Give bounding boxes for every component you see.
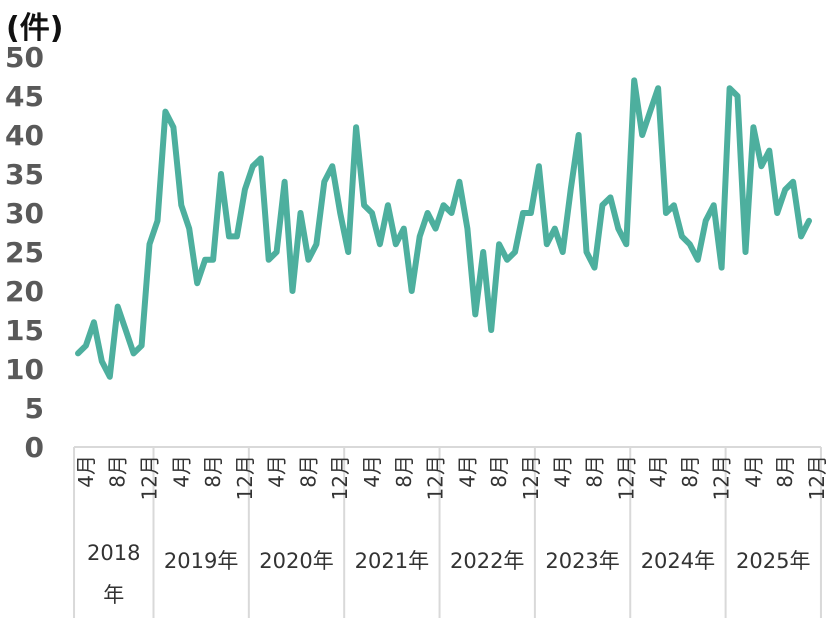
- series-line: [75, 77, 812, 380]
- y-unit-label: (件): [6, 11, 63, 46]
- y-tick-label: 35: [5, 158, 44, 191]
- month-tick-label: 4月: [741, 455, 765, 488]
- month-tick-label: 4月: [169, 455, 193, 488]
- month-tick-label: 8月: [392, 455, 416, 488]
- month-tick-label: 8月: [773, 455, 797, 488]
- month-tick-label: 4月: [551, 455, 575, 488]
- month-tick-label: 4月: [360, 455, 384, 488]
- month-tick-label: 12月: [710, 455, 734, 500]
- year-label: 2022年: [450, 549, 524, 573]
- y-tick-label: 5: [25, 392, 44, 425]
- y-tick-label: 10: [5, 353, 44, 386]
- y-tick-label: 30: [5, 197, 44, 230]
- y-tick-label: 15: [5, 314, 44, 347]
- month-tick-label: 4月: [74, 455, 98, 488]
- x-axis: 4月 8月 12月 4月 8月 12月 4月 8月 12月 4月 8月 12月 4月 8月 12月 4月 8月 1…: [73, 446, 829, 618]
- year-label: 2018: [87, 541, 140, 565]
- y-tick-label: 40: [5, 119, 44, 152]
- y-tick-label: 50: [5, 41, 44, 74]
- year-label: 2025年: [736, 549, 810, 573]
- y-tick-label: 25: [5, 236, 44, 269]
- month-tick-label: 12月: [614, 455, 638, 500]
- month-tick-label: 12月: [519, 455, 543, 500]
- series-layer: [75, 77, 812, 380]
- month-tick-label: 4月: [646, 455, 670, 488]
- year-label: 2021年: [355, 549, 429, 573]
- month-tick-label: 12月: [805, 455, 829, 500]
- month-tick-label: 12月: [424, 455, 448, 500]
- y-tick-label: 0: [25, 431, 44, 464]
- month-tick-label: 8月: [106, 455, 130, 488]
- year-label: 2019年: [164, 549, 238, 573]
- month-tick-label: 8月: [678, 455, 702, 488]
- year-label: 2024年: [641, 549, 715, 573]
- month-tick-label: 12月: [138, 455, 162, 500]
- year-label: 2023年: [545, 549, 619, 573]
- month-tick-label: 8月: [487, 455, 511, 488]
- month-tick-label: 8月: [582, 455, 606, 488]
- month-tick-label: 4月: [455, 455, 479, 488]
- month-tick-label: 8月: [201, 455, 225, 488]
- year-label-suffix: 年: [103, 583, 124, 607]
- year-label: 2020年: [259, 549, 333, 573]
- y-tick-label: 20: [5, 275, 44, 308]
- month-tick-label: 12月: [328, 455, 352, 500]
- month-tick-label: 8月: [296, 455, 320, 488]
- y-axis-tick-labels: 0 5 10 15 20 25 30 35 40 45 50: [5, 41, 44, 464]
- month-tick-label: 4月: [265, 455, 289, 488]
- y-tick-label: 45: [5, 80, 44, 113]
- month-tick-label: 12月: [233, 455, 257, 500]
